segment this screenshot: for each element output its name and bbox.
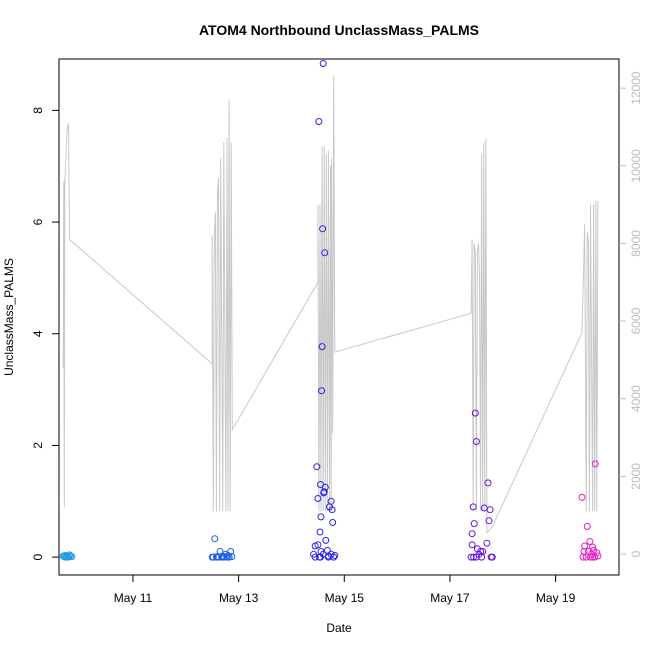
- scatter-point: [317, 513, 325, 521]
- scatter-point: [319, 60, 327, 67]
- scatter-point: [318, 387, 326, 395]
- scatter-point: [327, 497, 335, 505]
- scatter-point: [321, 249, 329, 257]
- scatter-point: [227, 548, 235, 555]
- y-right-tick-label: 0: [629, 550, 643, 557]
- y-axis-left: 0 2 4 6 8: [31, 107, 59, 560]
- scatter-point: [580, 548, 588, 555]
- x-tick-label: May 15: [325, 591, 365, 605]
- y-right-tick-label: 8000: [629, 230, 643, 257]
- chart-title: ATOM4 Northbound UnclassMass_PALMS: [199, 22, 479, 38]
- scatter-point: [314, 541, 322, 549]
- scatter-point: [316, 528, 324, 536]
- scatter-series: [59, 60, 602, 561]
- scatter-point: [318, 343, 326, 351]
- scatter-point: [314, 495, 322, 502]
- line-series-path: [62, 76, 599, 534]
- y-axis-label: UnclassMass_PALMS: [2, 258, 16, 376]
- scatter-point: [468, 541, 476, 549]
- scatter-point: [583, 522, 591, 530]
- scatter-point: [484, 479, 492, 487]
- scatter-point: [328, 506, 336, 514]
- scatter-point: [321, 483, 329, 491]
- line-series: [62, 76, 599, 534]
- scatter-point: [472, 553, 480, 561]
- scatter-point: [223, 553, 231, 561]
- scatter-point: [317, 553, 324, 561]
- scatter-point: [323, 546, 331, 554]
- scatter-point: [591, 460, 599, 468]
- scatter-point: [211, 535, 219, 543]
- scatter-point: [479, 548, 487, 555]
- y-right-tick-label: 10000: [629, 149, 643, 183]
- y-right-tick-label: 12000: [629, 71, 643, 105]
- scatter-point: [320, 488, 328, 496]
- scatter-point: [319, 225, 327, 233]
- scatter-point: [68, 553, 76, 561]
- x-tick-label: May 17: [430, 591, 470, 605]
- y-right-tick-label: 4000: [629, 385, 643, 412]
- scatter-point: [483, 539, 491, 547]
- y-left-tick-label: 4: [31, 330, 45, 337]
- y-left-tick-label: 2: [31, 442, 45, 449]
- scatter-point: [594, 552, 602, 560]
- scatter-point: [472, 438, 480, 445]
- scatter-point: [313, 463, 321, 471]
- scatter-point: [593, 549, 601, 557]
- scatter-point: [209, 553, 217, 561]
- y-left-tick-label: 6: [31, 218, 45, 225]
- scatter-point: [315, 118, 323, 125]
- scatter-point: [64, 553, 72, 561]
- scatter-point: [589, 543, 597, 551]
- x-axis-label: Date: [326, 621, 352, 635]
- y-left-tick-label: 0: [31, 553, 45, 560]
- scatter-point: [471, 409, 479, 417]
- plot-frame: [58, 58, 620, 576]
- scatter-point: [329, 519, 337, 526]
- scatter-point: [327, 550, 335, 558]
- x-tick-label: May 11: [114, 591, 153, 605]
- scatter-point: [470, 553, 478, 561]
- scatter-point: [228, 553, 236, 561]
- scatter-point: [322, 536, 330, 544]
- scatter-point: [488, 553, 496, 561]
- x-axis: May 11 May 13 May 15 May 17 May 19: [114, 575, 576, 605]
- y-left-tick-label: 8: [31, 107, 45, 114]
- scatter-point: [331, 552, 339, 559]
- scatter-point: [470, 520, 478, 528]
- scatter-point: [586, 538, 594, 545]
- y-right-tick-label: 2000: [629, 463, 643, 490]
- scatter-point: [467, 553, 475, 561]
- x-tick-label: May 13: [219, 591, 259, 605]
- scatter-point: [311, 553, 319, 561]
- scatter-point: [578, 493, 586, 501]
- scatter-point: [587, 553, 594, 561]
- scatter-point: [485, 517, 493, 525]
- x-tick-label: May 19: [536, 591, 576, 605]
- scatter-point: [468, 530, 476, 538]
- y-axis-right: 0 2000 4000 6000 8000 10000 12000: [619, 71, 643, 557]
- scatter-point: [61, 553, 69, 561]
- scatter-point: [486, 506, 494, 514]
- scatter-point: [591, 553, 599, 561]
- y-right-tick-label: 6000: [629, 307, 643, 334]
- scatter-point: [469, 503, 477, 511]
